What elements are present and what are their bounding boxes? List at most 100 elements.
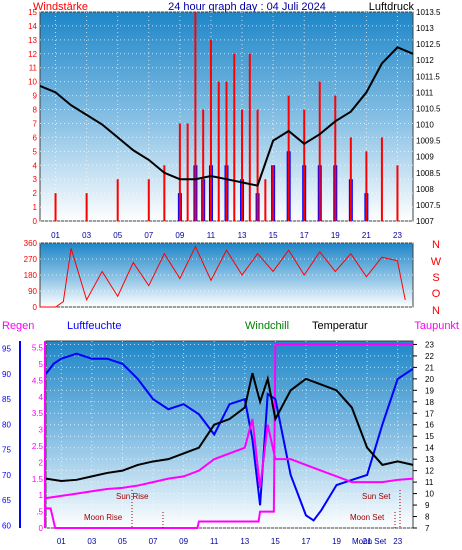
wind-x-tick-label: 15	[269, 231, 278, 240]
pressure-tick-label: 1007	[416, 217, 434, 226]
wind-x-tick-label: 07	[144, 231, 153, 240]
moonset-axis-label: Moon Set	[352, 537, 387, 546]
sunset-label: Sun Set	[362, 492, 391, 501]
wind-bar	[85, 193, 88, 221]
pressure-tick-label: 1013.5	[416, 8, 441, 17]
temperature-tick-label: 20	[425, 375, 434, 384]
rain-tick-label: 0	[39, 524, 44, 533]
humidity-tick-label: 60	[2, 521, 11, 530]
rain-line-group	[46, 343, 413, 529]
wind-x-tick-label: 21	[362, 231, 371, 240]
rain-tick-label: 4	[39, 393, 44, 402]
wind-bars	[54, 12, 399, 222]
pressure-tick-label: 1009	[416, 153, 434, 162]
rain-tick-label: 3	[39, 426, 44, 435]
wind-tick-label: 12	[28, 50, 37, 59]
rain-tick-label: 5	[39, 360, 44, 369]
weather-x-tick-label: 17	[302, 537, 311, 546]
temperature-tick-label: 18	[425, 398, 434, 407]
wind-x-tick-label: 11	[207, 231, 216, 240]
pressure-tick-label: 1011	[416, 88, 434, 97]
direction-tick-label: 180	[24, 271, 38, 280]
wind-bar	[116, 179, 119, 221]
wind-bar	[264, 179, 267, 221]
weather-x-tick-label: 19	[332, 537, 341, 546]
wind-x-tick-label: 23	[393, 231, 402, 240]
rain-tick-label: 3.5	[32, 409, 44, 418]
temperature-tick-label: 17	[425, 409, 434, 418]
dewpoint-legend: Taupunkt	[414, 320, 459, 332]
wind-bar	[241, 109, 244, 221]
humidity-axis-ticks: 60 65 70 75 80 85 90 95	[2, 341, 21, 530]
rain-tick-label: 5.5	[32, 344, 44, 353]
wind-direction-line-group	[40, 245, 406, 308]
temperature-tick-label: 21	[425, 363, 434, 372]
temperature-line-group	[45, 372, 414, 482]
pressure-tick-label: 1007.5	[416, 201, 441, 210]
temperature-axis-ticks: 7 8 9 10 11 12 13 14 15 16 17 18 19 20 21 22 23	[413, 340, 434, 533]
wind-bar	[396, 165, 399, 221]
rain-tick-label: 2	[39, 458, 44, 467]
pressure-tick-label: 1012	[416, 56, 434, 65]
temperature-tick-label: 7	[425, 524, 430, 533]
wind-x-tick-label: 13	[238, 231, 247, 240]
wind-bar	[147, 179, 150, 221]
wind-tick-label: 14	[28, 22, 37, 31]
windchill-legend: Windchill	[245, 320, 289, 332]
wind-tick-label: 1	[33, 203, 38, 212]
compass-s: S	[432, 272, 439, 284]
weather-x-tick-label: 09	[179, 537, 188, 546]
wind-bar	[202, 109, 205, 221]
wind-bar	[178, 123, 181, 221]
direction-tick-label: 90	[28, 287, 37, 296]
temperature-tick-label: 13	[425, 455, 434, 464]
wind-bar	[209, 39, 212, 221]
humidity-tick-label: 85	[2, 395, 11, 404]
temperature-tick-label: 23	[425, 340, 434, 349]
wind-tick-label: 7	[33, 119, 38, 128]
wind-x-tick-label: 19	[331, 231, 340, 240]
weather-x-tick-label: 11	[210, 537, 219, 546]
wind-bar	[233, 53, 236, 221]
pressure-tick-label: 1010.5	[416, 104, 441, 113]
compass-n-top: N	[432, 239, 440, 251]
wind-bar	[248, 53, 251, 221]
wind-axis-title: Windstärke	[33, 1, 88, 13]
wind-x-tick-label: 05	[113, 231, 122, 240]
wind-bar	[54, 193, 57, 221]
wind-bar	[225, 81, 228, 222]
wind-x-tick-label: 01	[51, 231, 60, 240]
wind-tick-label: 0	[33, 217, 38, 226]
temperature-tick-label: 8	[425, 513, 430, 522]
humidity-tick-label: 95	[2, 345, 11, 354]
wind-tick-label: 4	[33, 161, 38, 170]
rain-tick-label: 1	[39, 491, 44, 500]
weather-x-tick-label: 03	[87, 537, 96, 546]
humidity-tick-label: 70	[2, 471, 11, 480]
weather-plot-area	[45, 340, 414, 529]
wind-bar	[334, 95, 337, 221]
wind-tick-label: 13	[28, 36, 37, 45]
wind-bar	[163, 165, 166, 221]
wind-bar	[303, 109, 306, 221]
humidity-tick-label: 75	[2, 446, 11, 455]
wind-tick-label: 5	[33, 147, 38, 156]
wind-tick-label: 11	[29, 64, 38, 73]
temperature-tick-label: 15	[425, 432, 434, 441]
wind-tick-label: 2	[33, 189, 38, 198]
direction-tick-label: 270	[24, 255, 38, 264]
rain-axis-ticks: 0 .5 1 1.5 2 2.5 3 3.5 4 4.5 5 5.5	[32, 341, 46, 533]
graph-title: 24 hour graph day : 04 Juli 2024	[168, 1, 326, 13]
wind-tick-label: 10	[28, 78, 37, 87]
temperature-tick-label: 19	[425, 386, 434, 395]
compass-w: W	[431, 256, 442, 268]
wind-tick-label: 15	[28, 8, 37, 17]
wind-direction-axis-ticks: 0 90 180 270 360	[24, 239, 38, 312]
moonrise-label: Moon Rise	[84, 513, 123, 522]
pressure-axis-title: Luftdruck	[369, 1, 415, 13]
wind-x-tick-label: 03	[82, 231, 91, 240]
compass-n-bottom: N	[432, 305, 440, 317]
dewpoint-line-group	[45, 418, 414, 500]
wind-bar	[256, 109, 259, 221]
